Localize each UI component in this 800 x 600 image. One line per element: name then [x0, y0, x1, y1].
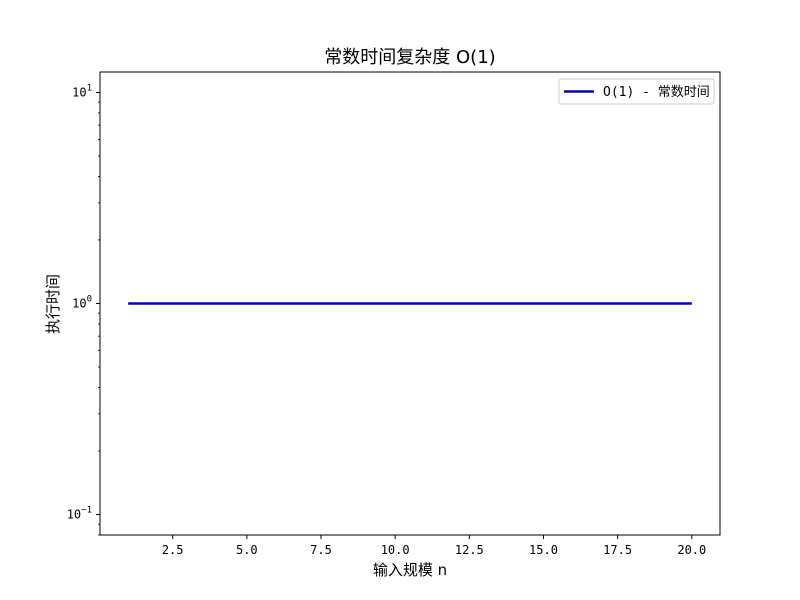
y-tick-label: 10−1 — [67, 506, 92, 522]
x-tick-label: 2.5 — [162, 543, 184, 557]
x-tick-label: 5.0 — [236, 543, 258, 557]
y-axis-label: 执行时间 — [44, 274, 62, 334]
y-tick-label: 101 — [72, 83, 92, 99]
chart-title: 常数时间复杂度 O(1) — [324, 47, 495, 68]
x-tick-label: 7.5 — [310, 543, 332, 557]
y-axis: 10−1 100 101 — [67, 83, 100, 536]
x-tick-label: 17.5 — [603, 543, 632, 557]
x-tick-label: 12.5 — [455, 543, 484, 557]
x-axis: 2.5 5.0 7.5 10.0 12.5 15.0 17.5 20.0 — [162, 535, 706, 557]
x-tick-label: 10.0 — [381, 543, 410, 557]
x-tick-label: 20.0 — [677, 543, 706, 557]
legend: O(1) - 常数时间 — [558, 78, 715, 105]
y-tick-label: 100 — [72, 295, 92, 311]
x-axis-label: 输入规模 n — [373, 561, 447, 579]
legend-frame — [558, 78, 715, 105]
x-tick-label: 15.0 — [529, 543, 558, 557]
legend-label: O(1) - 常数时间 — [603, 85, 710, 100]
